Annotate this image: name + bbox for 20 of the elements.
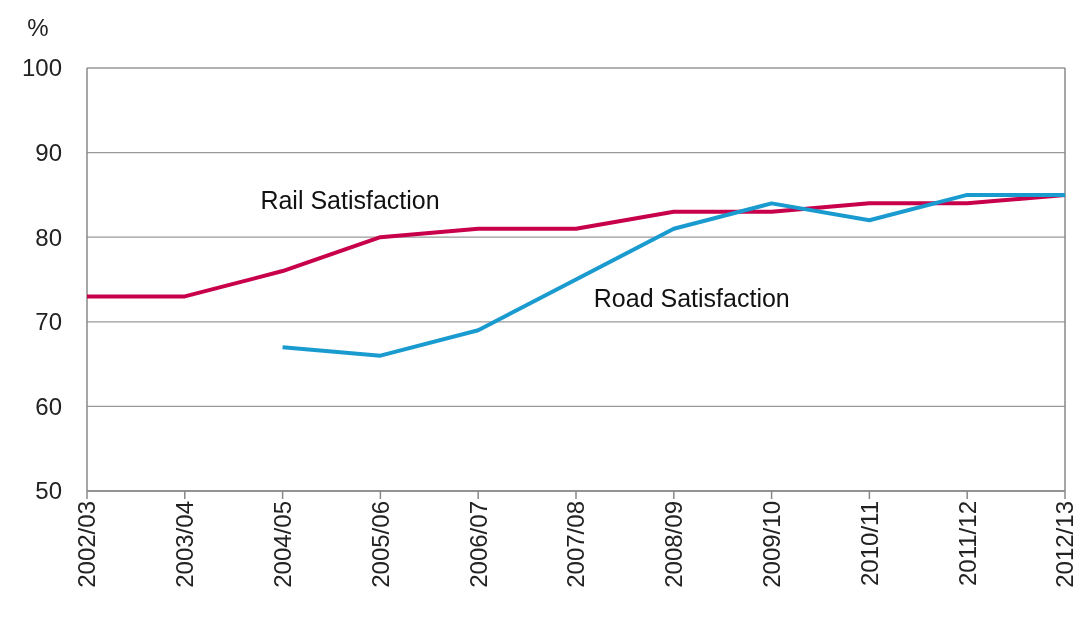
x-tick-label: 2008/09: [660, 501, 688, 588]
x-tick-label: 2012/13: [1051, 501, 1079, 588]
x-tick-label: 2007/08: [562, 501, 590, 588]
x-tick-label: 2010/11: [855, 501, 883, 586]
y-tick-label: 80: [35, 223, 62, 251]
y-tick-label: 70: [35, 308, 62, 336]
y-tick-label: 60: [35, 392, 62, 420]
x-tick-label: 2004/05: [269, 501, 296, 588]
x-tick-label: 2002/03: [73, 501, 101, 588]
x-tick-label: 2006/07: [464, 501, 492, 588]
series-label: Road Satisfaction: [593, 284, 790, 313]
x-tick-label: 2005/06: [366, 501, 394, 588]
y-tick-label: 50: [35, 477, 62, 505]
x-tick-label: 2011/12: [953, 501, 981, 586]
y-tick-label: 100: [21, 54, 62, 82]
x-tick-label: 2009/10: [758, 501, 785, 588]
series-label: Rail Satisfaction: [260, 185, 440, 214]
y-axis-title: %: [27, 14, 49, 41]
x-tick-label: 2003/04: [171, 501, 199, 588]
y-tick-label: 90: [35, 139, 62, 166]
